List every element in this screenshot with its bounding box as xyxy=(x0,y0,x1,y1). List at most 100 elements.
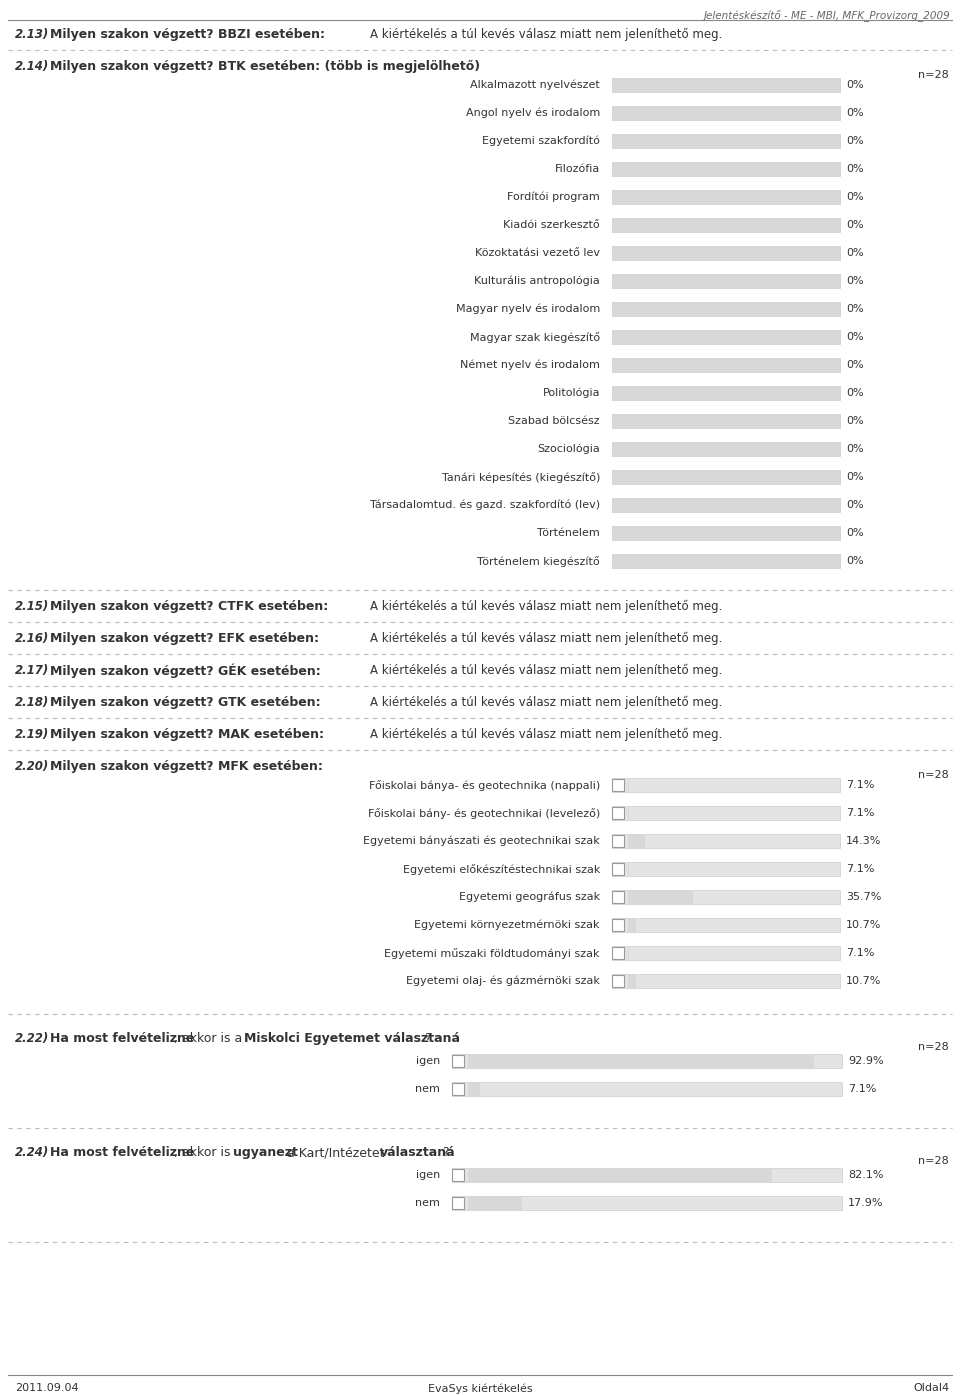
Text: 7.1%: 7.1% xyxy=(846,864,875,875)
Text: 2.13): 2.13) xyxy=(15,28,49,40)
Text: Miskolci Egyetemet választaná: Miskolci Egyetemet választaná xyxy=(244,1032,460,1045)
Text: Kulturális antropológia: Kulturális antropológia xyxy=(474,276,600,286)
Bar xyxy=(612,975,624,988)
Text: 2.22): 2.22) xyxy=(15,1032,49,1045)
Text: A kiértékelés a túl kevés válasz miatt nem jeleníthető meg.: A kiértékelés a túl kevés válasz miatt n… xyxy=(370,28,722,42)
Bar xyxy=(468,1168,772,1182)
Text: 0%: 0% xyxy=(846,388,864,398)
Bar xyxy=(628,862,629,876)
Text: 0%: 0% xyxy=(846,107,864,119)
Text: Egyetemi előkészítéstechnikai szak: Egyetemi előkészítéstechnikai szak xyxy=(402,864,600,875)
Text: 0%: 0% xyxy=(846,220,864,230)
Text: 0%: 0% xyxy=(846,276,864,286)
Text: Kiadói szerkesztő: Kiadói szerkesztő xyxy=(503,220,600,230)
Text: , akkor is a: , akkor is a xyxy=(174,1032,247,1045)
Bar xyxy=(612,414,840,428)
Text: n=28: n=28 xyxy=(918,1042,948,1052)
Text: 10.7%: 10.7% xyxy=(846,976,881,986)
Text: 2.18): 2.18) xyxy=(15,696,49,709)
Text: Fordítói program: Fordítói program xyxy=(507,193,600,202)
Text: 0%: 0% xyxy=(846,193,864,202)
Bar xyxy=(612,498,840,512)
Text: 2.15): 2.15) xyxy=(15,600,49,612)
Text: Politológia: Politológia xyxy=(542,388,600,399)
Text: A kiértékelés a túl kevés válasz miatt nem jeleníthető meg.: A kiértékelés a túl kevés válasz miatt n… xyxy=(370,696,722,709)
Text: 2.20): 2.20) xyxy=(15,760,49,773)
Text: 0%: 0% xyxy=(846,557,864,566)
Bar xyxy=(612,470,840,484)
Bar xyxy=(628,974,636,988)
Bar xyxy=(612,246,840,259)
Text: Alkalmazott nyelvészet: Alkalmazott nyelvészet xyxy=(470,80,600,91)
Text: igen: igen xyxy=(416,1170,440,1180)
Text: Közoktatási vezető lev: Közoktatási vezető lev xyxy=(475,248,600,258)
Text: 17.9%: 17.9% xyxy=(848,1198,883,1208)
Bar xyxy=(452,1197,464,1209)
Bar xyxy=(628,834,644,848)
Bar xyxy=(612,918,840,932)
Text: 0%: 0% xyxy=(846,332,864,342)
Bar xyxy=(452,1196,842,1209)
Text: A kiértékelés a túl kevés válasz miatt nem jeleníthető meg.: A kiértékelés a túl kevés válasz miatt n… xyxy=(370,664,722,677)
Text: Milyen szakon végzett? BTK esetében: (több is megjelölhető): Milyen szakon végzett? BTK esetében: (tö… xyxy=(50,60,480,73)
Bar xyxy=(628,918,636,932)
Text: A kiértékelés a túl kevés válasz miatt nem jeleníthető meg.: A kiértékelés a túl kevés válasz miatt n… xyxy=(370,600,722,614)
Text: nem: nem xyxy=(415,1198,440,1208)
Text: választaná: választaná xyxy=(380,1147,456,1159)
Bar xyxy=(612,891,624,903)
Text: , akkor is: , akkor is xyxy=(174,1147,234,1159)
Text: Főiskolai bánya- és geotechnika (nappali): Főiskolai bánya- és geotechnika (nappali… xyxy=(369,780,600,791)
Text: n=28: n=28 xyxy=(918,1156,948,1166)
Bar xyxy=(612,946,840,960)
Text: ?: ? xyxy=(443,1147,449,1159)
Text: Magyar nyelv és irodalom: Magyar nyelv és irodalom xyxy=(456,304,600,314)
Text: 0%: 0% xyxy=(846,165,864,174)
Bar xyxy=(452,1169,464,1182)
Text: A kiértékelés a túl kevés válasz miatt nem jeleníthető meg.: A kiértékelés a túl kevés válasz miatt n… xyxy=(370,632,722,644)
Text: Jelentéskészítő - ME - MBI, MFK_Provizorg_2009: Jelentéskészítő - ME - MBI, MFK_Provizor… xyxy=(704,10,950,22)
Bar xyxy=(612,974,840,988)
Bar xyxy=(628,806,629,820)
Text: Milyen szakon végzett? GÉK esetében:: Milyen szakon végzett? GÉK esetében: xyxy=(50,664,321,678)
Text: Társadalomtud. és gazd. szakfordító (lev): Társadalomtud. és gazd. szakfordító (lev… xyxy=(370,499,600,511)
Text: 0%: 0% xyxy=(846,360,864,370)
Bar xyxy=(612,862,840,876)
Bar xyxy=(612,386,840,400)
Text: 92.9%: 92.9% xyxy=(848,1056,883,1066)
Text: 0%: 0% xyxy=(846,135,864,146)
Text: Szabad bölcsész: Szabad bölcsész xyxy=(509,416,600,425)
Text: 2.19): 2.19) xyxy=(15,728,49,741)
Bar xyxy=(628,890,693,904)
Bar xyxy=(468,1055,814,1069)
Text: Oldal4: Oldal4 xyxy=(914,1382,950,1394)
Text: Szociológia: Szociológia xyxy=(538,444,600,455)
Text: 0%: 0% xyxy=(846,472,864,483)
Bar xyxy=(612,864,624,875)
Text: 0%: 0% xyxy=(846,248,864,258)
Text: Egyetemi geográfus szak: Egyetemi geográfus szak xyxy=(459,891,600,903)
Text: n=28: n=28 xyxy=(918,770,948,780)
Text: Egyetemi környezetmérnöki szak: Egyetemi környezetmérnöki szak xyxy=(415,919,600,930)
Bar xyxy=(612,301,840,317)
Text: Egyetemi szakfordító: Egyetemi szakfordító xyxy=(482,135,600,146)
Bar xyxy=(452,1055,842,1069)
Bar xyxy=(612,806,624,819)
Text: ?: ? xyxy=(424,1032,431,1045)
Text: n=28: n=28 xyxy=(918,70,948,80)
Bar xyxy=(612,834,840,848)
Text: Milyen szakon végzett? CTFK esetében:: Milyen szakon végzett? CTFK esetében: xyxy=(50,600,328,612)
Text: EvaSys kiértékelés: EvaSys kiértékelés xyxy=(428,1382,532,1394)
Text: 7.1%: 7.1% xyxy=(846,780,875,790)
Text: 2011.09.04: 2011.09.04 xyxy=(15,1382,79,1394)
Text: A kiértékelés a túl kevés válasz miatt nem jeleníthető meg.: A kiértékelés a túl kevés válasz miatt n… xyxy=(370,728,722,741)
Text: Egyetemi műszaki földtudományi szak: Egyetemi műszaki földtudományi szak xyxy=(385,949,600,958)
Text: ugyanezt: ugyanezt xyxy=(233,1147,299,1159)
Text: 0%: 0% xyxy=(846,444,864,453)
Text: 0%: 0% xyxy=(846,80,864,91)
Text: Német nyelv és irodalom: Német nyelv és irodalom xyxy=(460,360,600,371)
Text: 14.3%: 14.3% xyxy=(846,836,881,845)
Text: 2.17): 2.17) xyxy=(15,664,49,677)
Bar xyxy=(452,1083,464,1095)
Text: Egyetemi olaj- és gázmérnöki szak: Egyetemi olaj- és gázmérnöki szak xyxy=(406,976,600,986)
Text: 7.1%: 7.1% xyxy=(848,1084,876,1094)
